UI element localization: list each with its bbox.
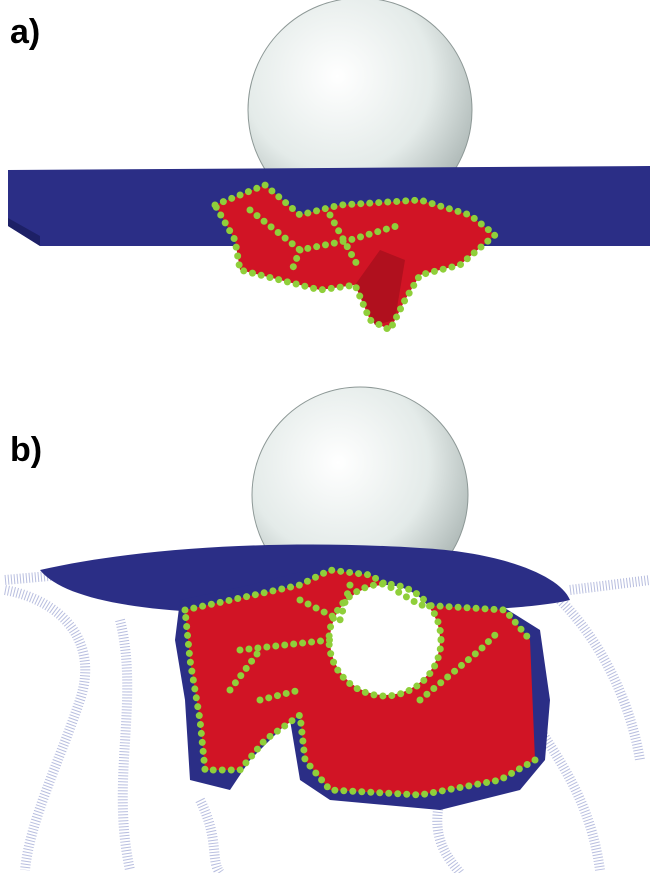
figure: a) b) xyxy=(0,0,653,873)
panel-b: b) xyxy=(5,387,650,873)
panel-label: a) xyxy=(10,13,40,51)
panel-label: b) xyxy=(10,431,42,469)
panel-a: a) xyxy=(8,0,650,330)
